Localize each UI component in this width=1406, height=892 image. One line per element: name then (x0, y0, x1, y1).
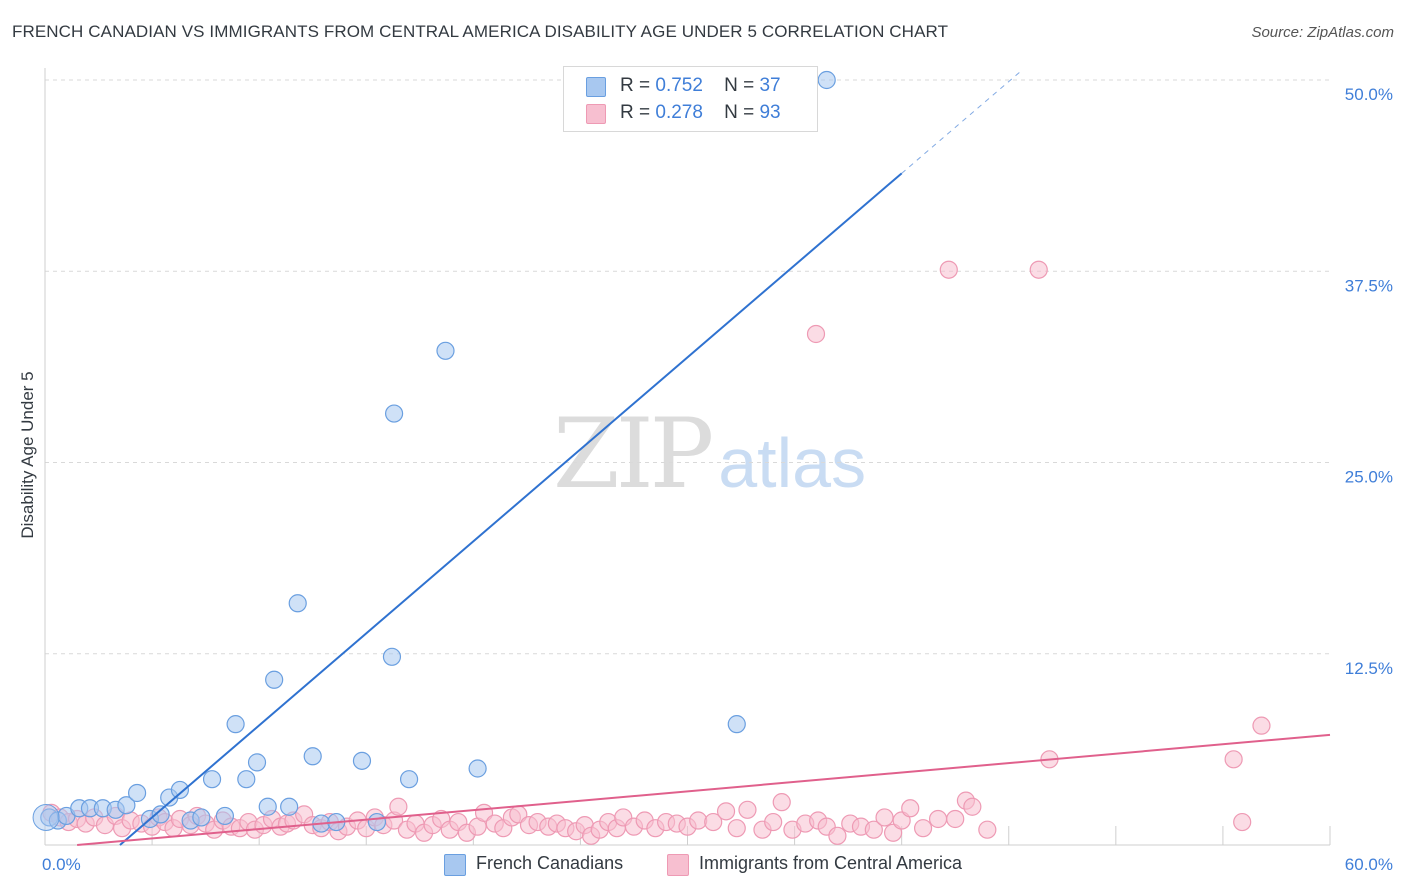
legend-text: R = 0.752 N = 37 (620, 75, 781, 97)
data-point (1233, 812, 1252, 832)
data-point (828, 826, 847, 845)
n-label: N = (724, 75, 755, 96)
data-point (288, 594, 307, 613)
x-tick-label: 60.0% (1345, 855, 1393, 874)
data-point (1252, 716, 1271, 735)
n-value: 37 (759, 75, 781, 96)
series-legend: French Canadians Immigrants from Central… (0, 853, 1406, 877)
legend-text: R = 0.278 N = 93 (620, 102, 781, 124)
legend-swatch-blue (444, 854, 466, 876)
data-point (117, 796, 136, 815)
data-point (727, 715, 746, 734)
data-point (151, 805, 170, 824)
trend-line-extension (901, 71, 1020, 174)
tick-labels: 12.5% 25.0% 37.5% 50.0% 0.0% 60.0% (42, 85, 1393, 874)
data-point (202, 770, 222, 789)
data-point (689, 811, 708, 830)
legend-swatch-pink (667, 854, 689, 876)
data-point (352, 751, 372, 770)
r-value: 0.278 (655, 102, 703, 123)
n-value: 93 (759, 102, 781, 123)
data-point (875, 808, 894, 827)
y-tick-label: 12.5% (1345, 659, 1393, 678)
data-point (913, 819, 933, 838)
data-point (901, 799, 920, 818)
data-point (864, 820, 883, 839)
legend-label: French Canadians (476, 853, 624, 873)
data-point (939, 260, 958, 279)
series-french-canadians (32, 70, 836, 833)
data-point (1224, 750, 1243, 769)
y-tick-label: 25.0% (1345, 468, 1393, 487)
trend-lines (77, 71, 1331, 846)
data-point-cluster (32, 803, 60, 831)
data-point (716, 802, 736, 821)
data-point (367, 812, 387, 832)
data-point (127, 783, 147, 803)
data-point (303, 747, 322, 766)
data-point (727, 819, 746, 838)
data-point (764, 812, 783, 832)
data-point (265, 670, 284, 689)
r-label: R = (620, 75, 651, 96)
correlation-legend: R = 0.752 N = 37 R = 0.278 N = 93 (563, 66, 818, 132)
data-point (389, 797, 408, 816)
data-point (704, 812, 723, 832)
data-point (170, 780, 190, 800)
n-label: N = (724, 102, 755, 123)
data-point (806, 324, 826, 344)
legend-swatch-blue (586, 77, 606, 97)
grid-lines (45, 79, 1330, 655)
data-point (436, 341, 455, 360)
chart-title: FRENCH CANADIAN VS IMMIGRANTS FROM CENTR… (12, 22, 949, 41)
data-point (192, 808, 211, 827)
data-point (772, 793, 791, 812)
trend-line-french-canadians (119, 172, 903, 846)
data-point (817, 70, 836, 90)
data-point (946, 809, 965, 829)
r-value: 0.752 (655, 75, 703, 96)
axes (44, 68, 1331, 846)
data-point (247, 753, 267, 772)
data-point (468, 759, 487, 778)
y-tick-label: 50.0% (1345, 85, 1393, 104)
data-point (384, 404, 404, 423)
data-point (399, 770, 419, 789)
watermark-zip: ZIP (553, 398, 714, 510)
data-point (1029, 260, 1048, 279)
source-credit: Source: ZipAtlas.com (1251, 24, 1394, 41)
trend-line-immigrants-central-america (77, 733, 1331, 846)
data-point (738, 800, 757, 819)
legend-label: Immigrants from Central America (699, 853, 963, 873)
watermark: ZIP atlas (553, 398, 866, 510)
y-tick-label: 37.5% (1345, 276, 1393, 295)
data-point (215, 806, 234, 826)
data-point (963, 797, 982, 816)
data-point (928, 809, 948, 829)
data-point (280, 797, 299, 816)
x-tick-label: 0.0% (42, 855, 81, 874)
data-point (382, 647, 402, 666)
data-point (237, 770, 256, 789)
legend-swatch-pink (586, 104, 606, 124)
data-point (226, 715, 245, 734)
data-point (978, 820, 997, 839)
data-point (258, 797, 277, 816)
r-label: R = (620, 102, 651, 123)
